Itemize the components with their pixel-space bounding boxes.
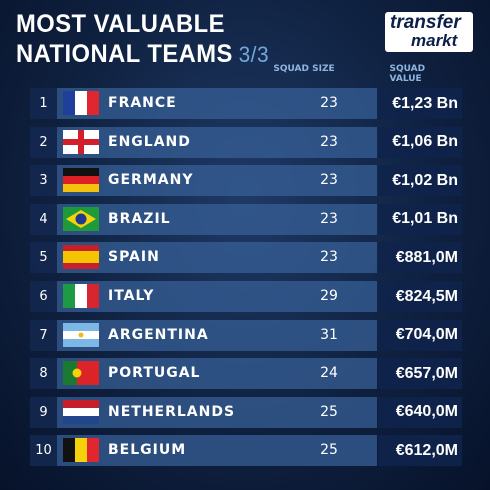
table-row: 6 ITALY 29 €824,5M — [30, 281, 462, 312]
team-cell: FRANCE 23 — [57, 88, 377, 119]
column-header: SQUAD VALUE — [389, 64, 426, 84]
squad-size: 23 — [320, 172, 338, 189]
column-header: SQUAD SIZE — [273, 64, 335, 74]
flag-icon — [63, 361, 99, 386]
rank: 1 — [30, 88, 57, 119]
squad-size: 25 — [320, 403, 338, 420]
rank: 5 — [30, 242, 57, 274]
flag-icon — [63, 438, 99, 463]
squad-value: €612,0M — [378, 435, 462, 467]
squad-size: 23 — [320, 95, 338, 111]
country-name: BELGIUM — [108, 442, 187, 459]
squad-value: €824,5M — [378, 281, 462, 312]
rank: 2 — [30, 126, 57, 158]
flag-icon — [63, 284, 99, 308]
rank: 7 — [30, 319, 57, 351]
table-row: 8 PORTUGAL 24 €657,0M — [30, 358, 462, 390]
team-cell: ENGLAND 23 — [57, 126, 377, 158]
country-name: PORTUGAL — [108, 365, 201, 382]
rank: 8 — [30, 358, 57, 390]
rank: 10 — [30, 435, 57, 467]
flag-icon — [63, 206, 99, 231]
country-name: GERMANY — [108, 172, 194, 189]
logo: transfer markt — [385, 12, 473, 52]
table-row: 1 FRANCE 23 €1,23 Bn — [30, 88, 462, 119]
squad-value: €881,0M — [378, 242, 462, 274]
squad-size: 23 — [320, 249, 338, 266]
squad-value: €640,0M — [378, 396, 462, 428]
team-cell: NETHERLANDS 25 — [57, 396, 377, 428]
logo-text: transfer — [390, 12, 461, 33]
logo-text: markt — [411, 31, 458, 50]
country-name: ITALY — [108, 288, 155, 304]
team-cell: SPAIN 23 — [57, 242, 377, 274]
squad-size: 25 — [320, 442, 338, 459]
squad-value: €1,06 Bn — [378, 126, 462, 158]
team-cell: BRAZIL 23 — [57, 203, 377, 235]
table-row: 2 ENGLAND 23 €1,06 Bn — [30, 126, 462, 158]
flag-icon — [63, 168, 99, 193]
flag-icon — [63, 129, 99, 154]
table-row: 9 NETHERLANDS 25 €640,0M — [30, 396, 462, 428]
table-row: 10 BELGIUM 25 €612,0M — [30, 435, 462, 467]
squad-value: €704,0M — [378, 319, 462, 351]
country-name: ENGLAND — [108, 133, 191, 150]
rank: 6 — [30, 281, 57, 312]
team-cell: ITALY 29 — [57, 281, 377, 312]
country-name: SPAIN — [108, 249, 160, 266]
team-cell: ARGENTINA 31 — [57, 319, 377, 351]
table-row: 4 BRAZIL 23 €1,01 Bn — [30, 203, 462, 235]
squad-value: €657,0M — [378, 358, 462, 390]
team-cell: BELGIUM 25 — [57, 435, 377, 467]
squad-size: 29 — [320, 288, 338, 304]
table-row: 7 ARGENTINA 31 €704,0M — [30, 319, 462, 351]
team-cell: PORTUGAL 24 — [57, 358, 377, 390]
team-cell: GERMANY 23 — [57, 165, 377, 197]
country-name: BRAZIL — [108, 210, 171, 227]
squad-size: 23 — [320, 133, 338, 150]
country-name: FRANCE — [108, 95, 177, 111]
country-name: ARGENTINA — [108, 326, 209, 343]
squad-value: €1,23 Bn — [378, 88, 462, 119]
squad-value: €1,02 Bn — [378, 165, 462, 197]
rank: 9 — [30, 396, 57, 428]
table-row: 5 SPAIN 23 €881,0M — [30, 242, 462, 274]
flag-icon — [63, 399, 99, 424]
page-indicator: 3/3 — [238, 42, 270, 67]
rank: 4 — [30, 203, 57, 235]
title: MOST VALUABLE — [16, 10, 225, 38]
rank: 3 — [30, 165, 57, 197]
flag-icon — [63, 245, 99, 270]
flag-icon — [63, 322, 99, 347]
squad-size: 24 — [320, 365, 338, 382]
squad-value: €1,01 Bn — [378, 203, 462, 235]
flag-icon — [63, 91, 99, 115]
title: NATIONAL TEAMS — [16, 40, 233, 68]
title: NATIONAL TEAMS 3/3 — [16, 40, 269, 69]
table-row: 3 GERMANY 23 €1,02 Bn — [30, 165, 462, 197]
country-name: NETHERLANDS — [108, 403, 236, 420]
squad-size: 31 — [320, 326, 338, 343]
squad-size: 23 — [320, 210, 338, 227]
